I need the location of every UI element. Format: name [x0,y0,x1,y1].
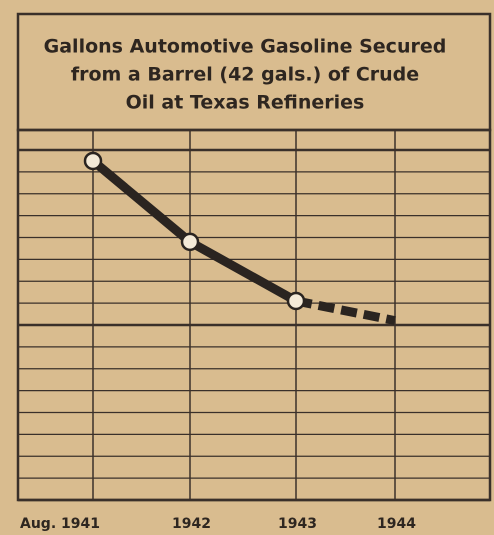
data-point [180,232,200,252]
data-point [83,151,103,171]
chart-title: Gallons Automotive Gasoline Secured [44,36,447,58]
x-tick-label: 1944 [377,516,416,532]
data-line [295,296,396,326]
chart-title: Oil at Texas Refineries [126,92,365,114]
chart-title: from a Barrel (42 gals.) of Crude [71,64,419,86]
data-point [286,291,306,311]
x-tick-label: Aug. 1941 [20,516,100,532]
x-tick-label: 1942 [172,516,211,532]
x-tick-label: 1943 [278,516,317,532]
